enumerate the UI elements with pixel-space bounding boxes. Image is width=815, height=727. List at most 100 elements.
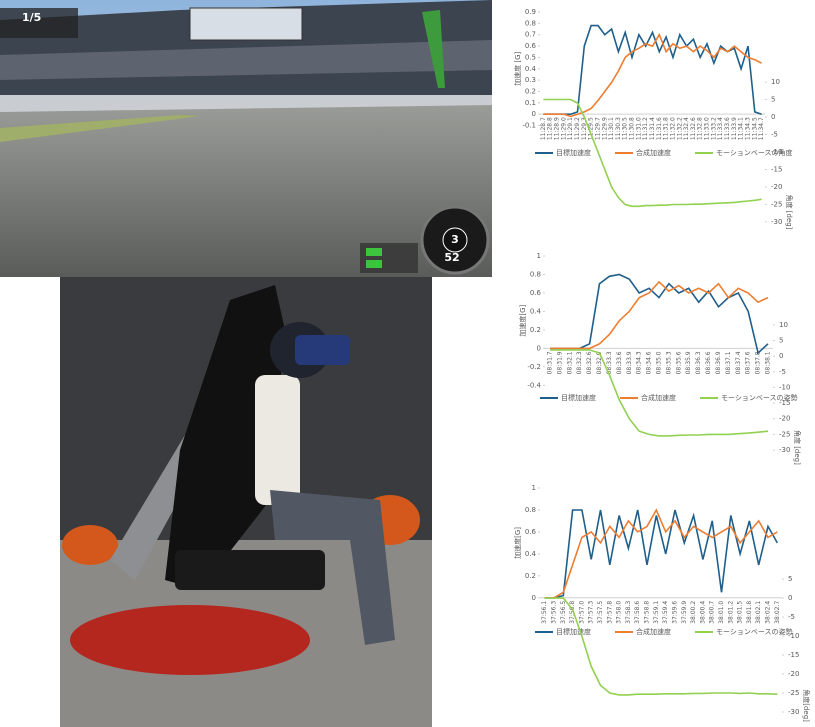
y-axis-title: 加速度[G]: [513, 527, 522, 559]
x-tick-label: 08:32.6: [586, 351, 593, 374]
mirror: [189, 7, 303, 41]
y2-tick-label: 0: [771, 113, 775, 121]
y2-tick-label: -25: [779, 430, 790, 438]
x-tick-label: 08:33.6: [616, 351, 623, 374]
y2-tick-label: -5: [788, 613, 795, 621]
x-tick-label: 38:01.0: [718, 601, 725, 624]
x-tick-label: 11:31.2: [642, 117, 649, 140]
x-tick-label: 38:00.7: [709, 601, 716, 624]
x-tick-label: 37:58.0: [616, 601, 623, 624]
person-legs: [270, 490, 395, 645]
seat: [165, 285, 285, 590]
x-tick-label: 38:02.7: [774, 601, 781, 624]
y-tick-label: 1: [537, 252, 541, 260]
y2-tick-label: -5: [779, 368, 786, 376]
series-line: [550, 349, 769, 437]
series-line: [544, 597, 778, 696]
x-tick-label: 08:33.3: [606, 351, 613, 374]
series-line: [543, 98, 762, 208]
position-panel: [0, 8, 78, 38]
y-axis-title: 加速度[G]: [518, 304, 527, 336]
grass: [0, 115, 200, 142]
grandstand-tier: [0, 40, 492, 80]
x-tick-label: 08:31.9: [556, 351, 563, 374]
x-tick-label: 11:29.5: [588, 117, 595, 140]
x-tick-label: 38:01.5: [737, 601, 744, 624]
x-tick-label: 37:59.6: [671, 601, 678, 624]
x-tick-label: 11:32.2: [676, 117, 683, 140]
x-tick-label: 08:38.1: [765, 351, 772, 374]
y-tick-label: 0.2: [525, 572, 536, 580]
series-line: [544, 509, 778, 599]
tyre: [366, 248, 382, 256]
y-tick-label: 0.6: [525, 42, 537, 50]
y-tick-label: 0.4: [525, 550, 537, 558]
legend-label: モーションベースの角度: [716, 148, 793, 157]
y-tick-label: 0.8: [525, 506, 536, 514]
x-tick-label: 37:58.6: [634, 601, 641, 624]
x-tick-label: 37:57.5: [597, 601, 604, 624]
x-tick-label: 38:00.4: [699, 601, 706, 624]
x-tick-label: 08:36.3: [695, 351, 702, 374]
x-tick-label: 11:31.8: [663, 117, 670, 140]
x-tick-label: 38:01.8: [746, 601, 753, 624]
x-tick-label: 11:29.9: [601, 117, 608, 140]
x-tick-label: 08:37.1: [725, 351, 732, 374]
charts: -0.1 0 0.1 0.2 0.3 0.4 0.5 0.6 0.7 0.8 0.9 -30 -25 -2…: [513, 8, 811, 722]
y2-tick-label: -30: [788, 708, 799, 716]
y2-tick-label: -20: [779, 415, 790, 423]
series-line: [544, 508, 778, 599]
x-tick-label: 11:31.0: [635, 117, 642, 140]
x-tick-label: 11:33.0: [704, 117, 711, 140]
x-tick-label: 11:32.8: [697, 117, 704, 140]
legend-label: 合成加速度: [636, 148, 671, 157]
x-tick-label: 11:28.9: [554, 117, 561, 140]
x-tick-label: 08:35.6: [675, 351, 682, 374]
y2-tick-label: -20: [771, 183, 782, 191]
y2-tick-label: 10: [779, 321, 788, 329]
y-tick-label: 0.6: [525, 528, 537, 536]
x-tick-label: 38:02.1: [755, 601, 762, 624]
y2-tick-label: -5: [771, 131, 778, 139]
y2-tick-label: -15: [788, 651, 799, 659]
y-tick-label: 0: [537, 344, 541, 352]
x-tick-label: 37:56.8: [569, 601, 576, 624]
x-tick-label: 37:56.3: [550, 601, 557, 624]
vr-headset: [295, 335, 350, 365]
y-tick-label: 0.2: [525, 87, 536, 95]
x-tick-label: 11:29.3: [581, 117, 588, 140]
y-tick-label: 0: [532, 110, 536, 118]
x-tick-label: 11:28.8: [547, 117, 554, 140]
y2-tick-label: -15: [779, 399, 790, 407]
legend-label: 目標加速度: [556, 148, 591, 157]
y2-tick-label: -30: [779, 446, 790, 454]
series-line: [550, 280, 769, 350]
y-tick-label: 0.9: [525, 8, 536, 16]
y-tick-label: 0.8: [530, 270, 541, 278]
x-tick-label: 11:31.4: [649, 117, 656, 140]
x-tick-label: 08:32.9: [596, 351, 603, 374]
x-tick-label: 38:00.2: [690, 601, 697, 624]
x-tick-label: 11:33.4: [717, 117, 724, 140]
y2-tick-label: -15: [771, 166, 782, 174]
x-tick-label: 11:32.0: [669, 117, 676, 140]
series-line: [543, 24, 762, 115]
y2-tick-label: -10: [788, 632, 799, 640]
y-axis-title: 加速度 [G]: [513, 51, 522, 85]
speed: 52: [444, 251, 459, 264]
person-shirt: [255, 375, 300, 505]
x-tick-label: 37:57.8: [606, 601, 613, 624]
x-tick-label: 11:29.0: [560, 117, 567, 140]
x-tick-label: 08:37.8: [755, 351, 762, 374]
x-tick-label: 38:02.4: [765, 601, 772, 624]
x-tick-label: 11:28.7: [540, 117, 547, 140]
x-tick-label: 37:59.9: [681, 601, 688, 624]
tyre-panel: [360, 243, 418, 273]
seat-base: [175, 550, 325, 590]
y-tick-label: 0.4: [525, 65, 537, 73]
y-tick-label: 0.3: [525, 76, 536, 84]
y2-tick-label: 10: [771, 78, 780, 86]
x-tick-label: 37:57.0: [578, 601, 585, 624]
x-tick-label: 08:32.3: [576, 351, 583, 374]
x-tick-label: 11:29.1: [567, 117, 574, 140]
